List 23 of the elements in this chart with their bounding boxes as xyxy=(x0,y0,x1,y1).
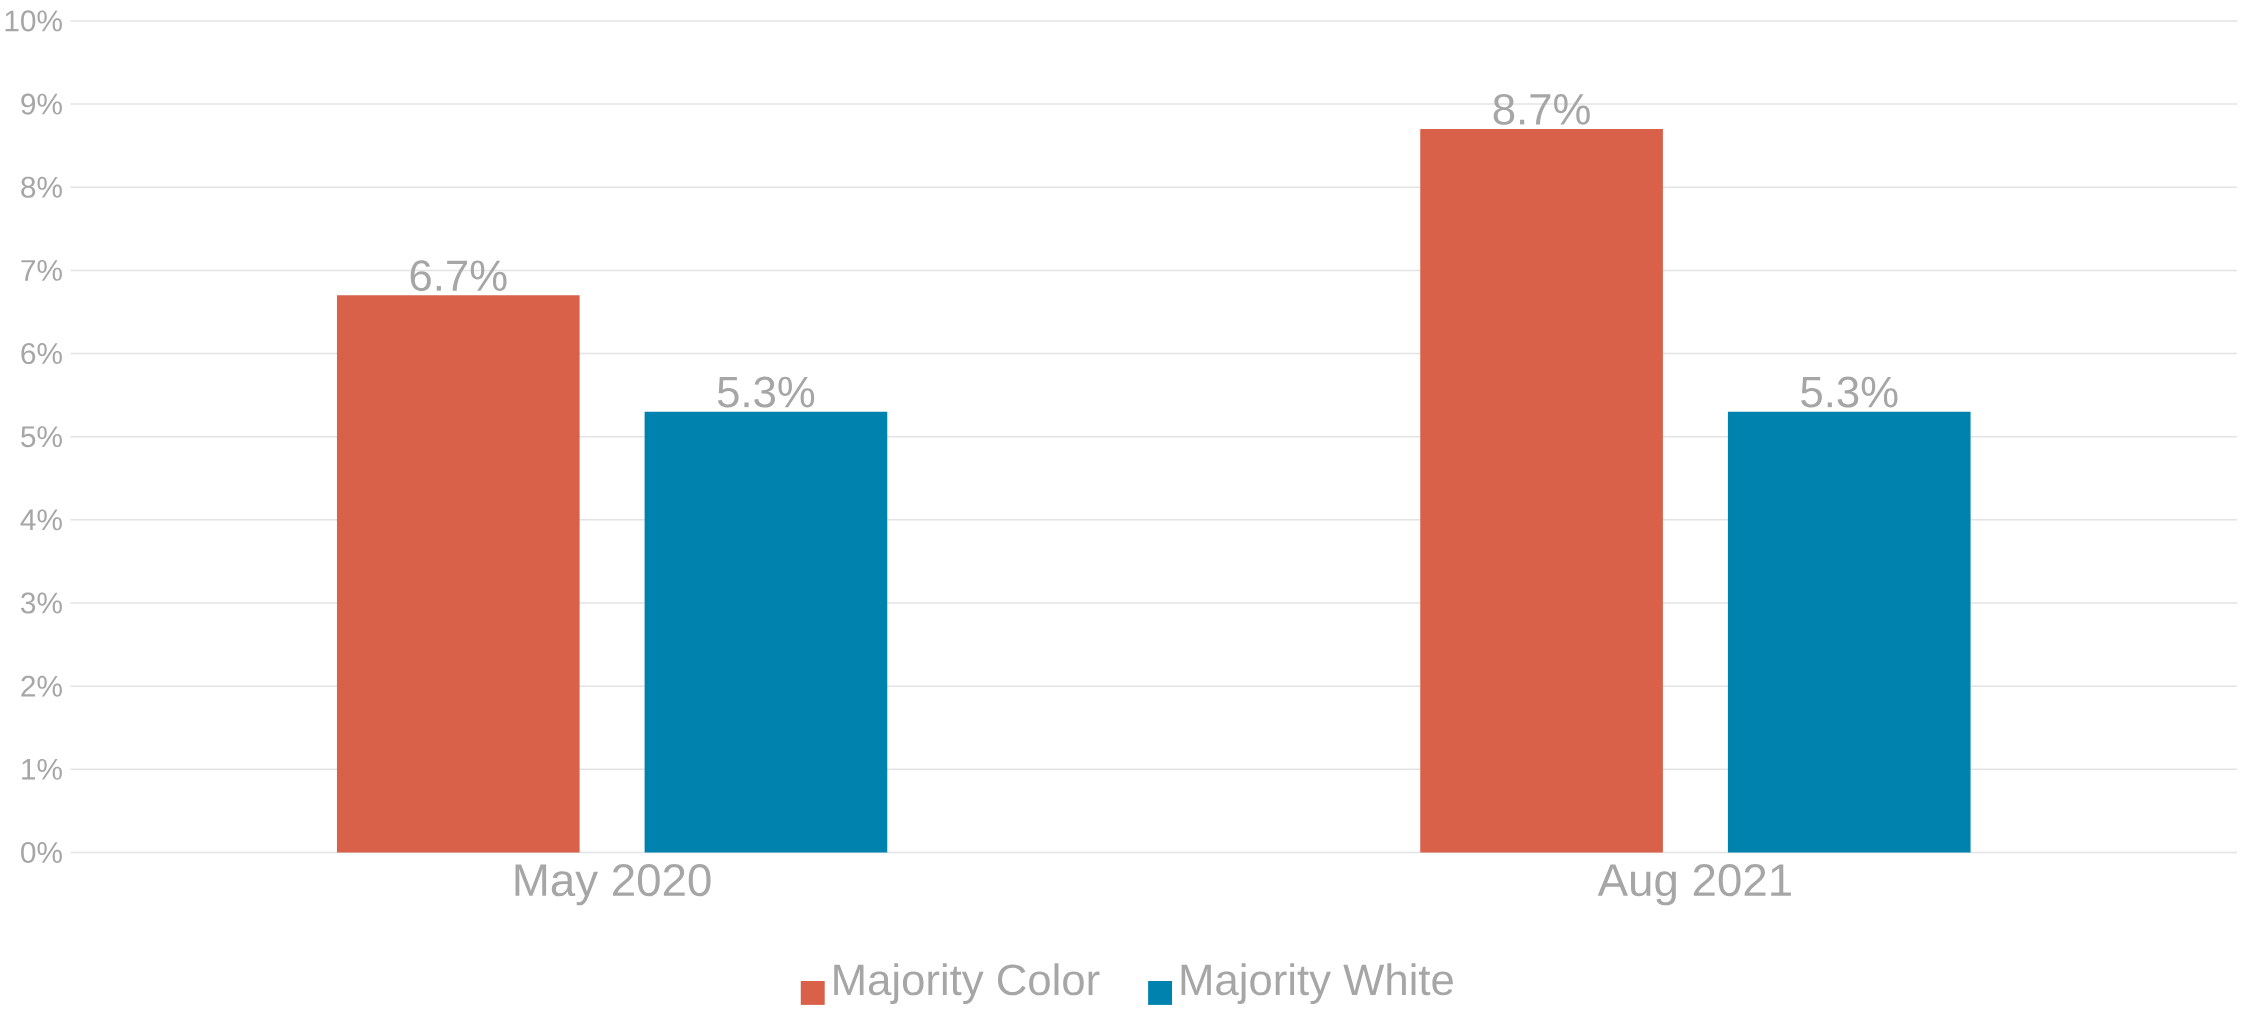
legend-label: Majority Color xyxy=(834,963,1100,1004)
y-tick-label: 10% xyxy=(5,10,62,32)
x-tick-label: May 2020 xyxy=(515,863,711,906)
bar xyxy=(1420,129,1663,853)
y-tick-label: 2% xyxy=(21,675,62,697)
y-tick-label: 9% xyxy=(21,93,62,115)
y-tick-label: 5% xyxy=(21,426,62,448)
data-label: 5.3% xyxy=(1801,376,1898,408)
y-tick-label: 7% xyxy=(21,259,62,281)
y-tick-label: 4% xyxy=(20,509,62,531)
y-tick-label: 8% xyxy=(21,176,62,198)
y-tick-label: 1% xyxy=(22,758,62,780)
y-tick-label: 0% xyxy=(21,841,62,864)
y-tick-label: 6% xyxy=(21,342,62,365)
bar xyxy=(336,295,580,853)
bar xyxy=(644,411,888,853)
y-tick-label: 3% xyxy=(21,592,62,614)
legend-label: Majority White xyxy=(1181,963,1453,1004)
data-label: 5.3% xyxy=(717,376,815,408)
bar xyxy=(1727,411,1971,853)
data-label: 8.7% xyxy=(1493,93,1590,125)
data-label: 6.7% xyxy=(410,260,507,292)
x-tick-label: Aug 2021 xyxy=(1597,863,1791,906)
